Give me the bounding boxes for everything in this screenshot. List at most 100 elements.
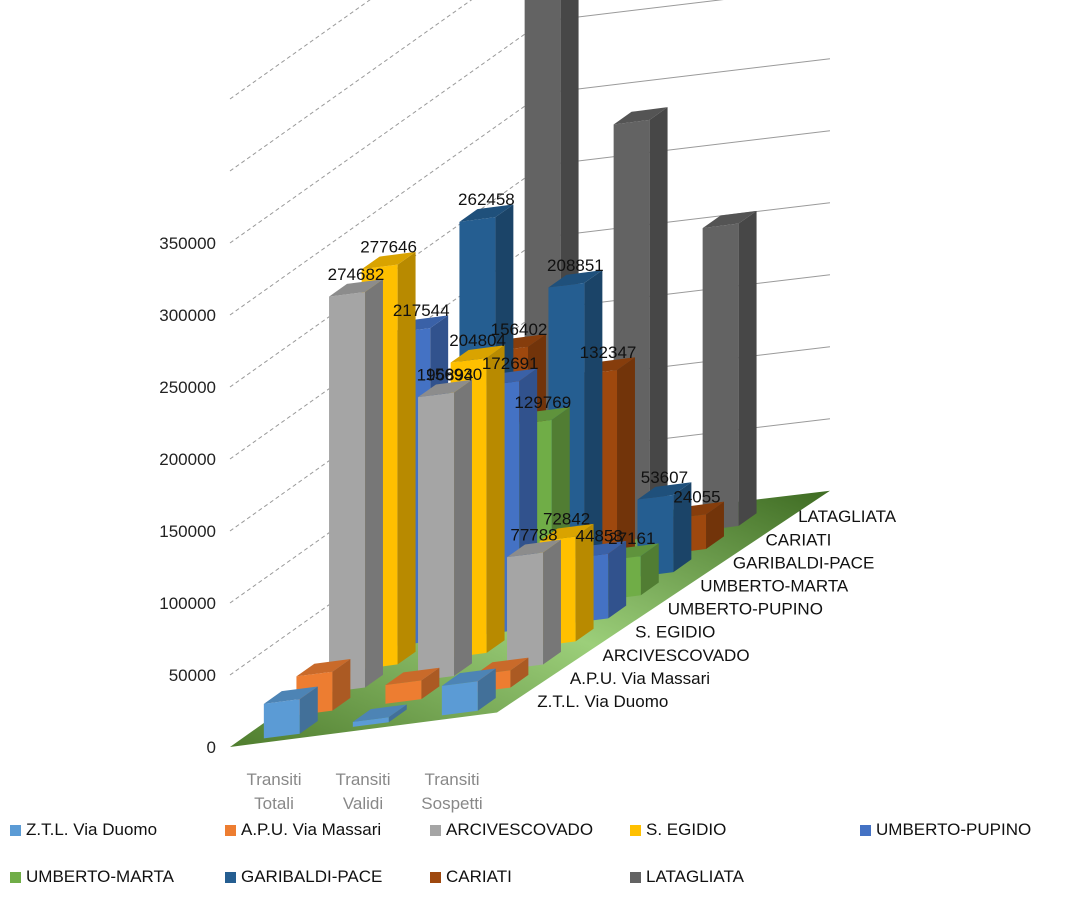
category-label: Transiti Validi [335,770,390,813]
bar-top-face [507,539,561,558]
legend-label: ARCIVESCOVADO [446,820,594,839]
bar [385,667,440,704]
legend-item: Z.T.L. Via Duomo [10,820,157,840]
gridline-back [542,130,831,166]
data-label: 196894 [417,365,474,384]
legend-swatch [630,824,641,836]
gridline-diagonal [229,20,544,244]
legend-item: UMBERTO-PUPINO [860,820,1031,840]
series-depth-label: GARIBALDI-PACE [733,553,874,572]
bar-side-face [365,279,383,688]
data-label: 277646 [360,238,417,257]
gridline-back [542,202,831,238]
legend-swatch [10,824,21,836]
legend-swatch [860,824,871,836]
series-depth-label: LATAGLIATA [798,507,897,526]
bar-side-face [510,657,529,688]
legend-swatch [430,871,441,883]
bar-front-face [352,717,389,727]
bar-side-face [477,668,496,711]
legend-label: LATAGLIATA [646,867,744,886]
data-label: 156930 [425,365,482,384]
bar-side-face [608,541,627,619]
bar-top-face [539,523,594,542]
bar [329,279,383,693]
bar-side-face [421,667,440,700]
data-label: 204804 [449,331,506,350]
bar-top-face [296,659,351,677]
bar-top-face [459,204,514,222]
bar-top-face [702,210,757,229]
category-labels: Transiti Totali Transiti Validi Transiti Sosp… [246,770,482,813]
legend-swatch [10,871,21,883]
series-depth-label: UMBERTO-PUPINO [668,600,823,619]
bar-front-face [418,392,455,681]
series-depth-label: S. EGIDIO [635,623,715,642]
gridline-back [542,58,831,94]
legend-label: A.P.U. Via Massari [241,820,382,839]
legend-swatch [430,824,441,836]
gridline-back [542,0,724,22]
bar [702,210,757,531]
bar [418,379,472,681]
legend-swatch [225,824,236,836]
data-label: 24055 [673,487,720,506]
series-depth-label: CARIATI [766,530,832,549]
bar-top-face [352,704,407,722]
series-depth-labels: Z.T.L. Via Duomo A.P.U. Via Massari ARCIVE… [537,507,896,711]
category-label: Transiti Sospetti [421,770,482,813]
bar-top-face [263,686,318,704]
legend-item: ARCIVESCOVADO [430,820,593,840]
bar-side-face [486,345,505,653]
legend-item: GARIBALDI-PACE [225,867,382,887]
legend-label: S. EGIDIO [646,820,727,839]
bar-side-face [738,210,757,526]
data-label: 77788 [510,525,557,544]
bar-side-face [706,501,724,550]
series-depth-label: ARCIVESCOVADO [603,646,750,665]
category-label: Transiti Totali [246,770,301,813]
data-label: 129769 [514,393,571,412]
bar-front-face [329,291,366,693]
data-label: 27161 [608,529,655,548]
bar-side-face [543,539,561,665]
y-axis-ticks: 0 50000 100000 150000 200000 250000 300000 3500… [159,234,216,757]
bar-side-face [584,270,603,584]
data-label: 132347 [580,343,637,362]
data-label: 262458 [458,190,515,209]
data-labels: 274682 277646 217544 156930 262458 156402 1968… [328,190,721,548]
bar-side-face [397,251,416,665]
bar-front-face [507,552,544,670]
legend-swatch [630,871,641,883]
bar-top-face [418,379,472,398]
bar-top-face [637,482,692,500]
series-depth-label: Z.T.L. Via Duomo [537,692,668,711]
legend-item: CARIATI [430,867,512,887]
legend-label: CARIATI [446,867,512,886]
legend-item: A.P.U. Via Massari [225,820,381,840]
legend-label: GARIBALDI-PACE [241,867,383,886]
bar-side-face [299,686,318,734]
bar-top-face [329,279,383,297]
series-depth-label: UMBERTO-MARTA [700,576,849,595]
data-label: 44853 [576,527,623,546]
bar-side-face [388,704,407,723]
bar-top-face [450,345,505,363]
gridline-diagonal [229,0,371,100]
bar-side-face [454,379,472,677]
data-label: 274682 [328,265,385,284]
bar [441,668,496,716]
legend-label: Z.T.L. Via Duomo [26,820,158,839]
y-tick-label: 100000 [159,594,216,613]
y-tick-label: 300000 [159,306,216,325]
bar [507,539,561,670]
bar-front-face [263,699,300,739]
bar-top-face [385,667,440,686]
y-tick-label: 200000 [159,450,216,469]
legend-item: S. EGIDIO [630,820,726,840]
y-tick-label: 250000 [159,378,216,397]
gridline-diagonal [229,92,544,316]
bar [352,704,407,727]
data-label: 208851 [547,256,604,275]
y-tick-label: 0 [207,738,216,757]
